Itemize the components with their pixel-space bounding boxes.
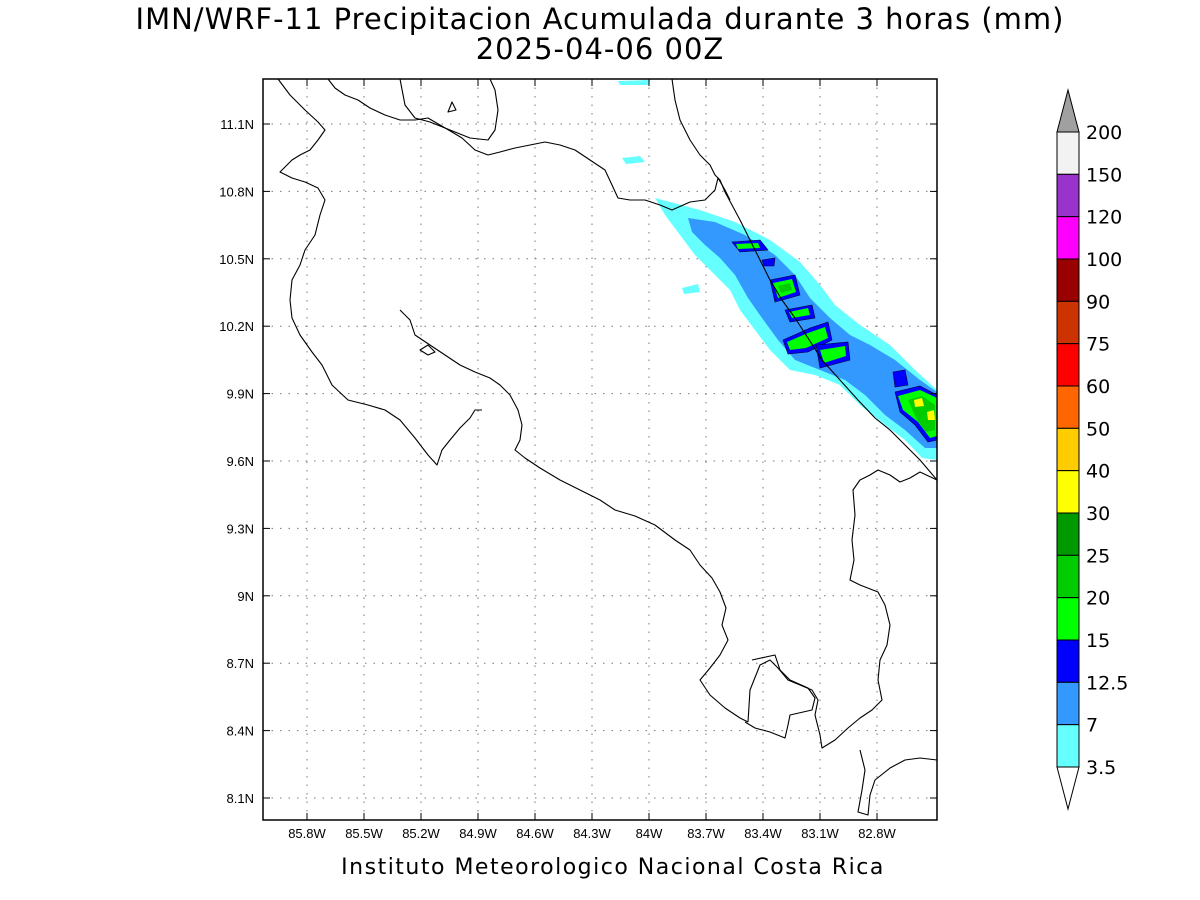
colorbar-label: 20	[1086, 588, 1110, 610]
costa-rica-panama-border	[724, 191, 938, 481]
colorbar-swatch	[1056, 597, 1080, 641]
colorbar: 3.5 7 12.5 15 20 25 30 40 50 60 75 90 100 120 150 200	[1056, 88, 1128, 811]
precip-heavy-cell	[892, 369, 909, 388]
burica-peninsula	[857, 749, 938, 816]
precip-light-spot	[622, 156, 645, 164]
longitude-tick-label: 84.9W	[459, 826, 497, 841]
colorbar-swatch	[1056, 300, 1080, 345]
latitude-tick-label: 10.5N	[219, 252, 254, 267]
coastlines	[277, 78, 938, 816]
latitude-tick-label: 9N	[237, 589, 254, 604]
colorbar-swatch	[1056, 258, 1080, 302]
precip-very-heavy-cell	[789, 308, 810, 318]
lagoon	[419, 344, 436, 356]
map-plot-area	[263, 79, 937, 820]
colorbar-swatch	[1056, 427, 1080, 472]
colorbar-swatch	[1056, 173, 1080, 218]
colorbar-swatch	[1056, 385, 1080, 429]
longitude-tick-label: 83.4W	[744, 826, 782, 841]
longitude-tick-label: 84W	[636, 826, 663, 841]
colorbar-swatch	[1056, 681, 1080, 726]
longitude-tick-label: 84.3W	[573, 826, 611, 841]
latitude-tick-label: 8.1N	[227, 791, 254, 806]
colorbar-label: 50	[1086, 418, 1110, 440]
precip-extreme-band	[914, 398, 935, 420]
colorbar-label: 100	[1086, 249, 1122, 271]
colorbar-label: 30	[1086, 503, 1110, 525]
axis-ticks: 85.8W 85.5W 85.2W 84.9W 84.6W 84.3W 84W 83.7W 83…	[219, 79, 937, 841]
colorbar-swatch	[1056, 131, 1080, 175]
colorbar-swatch	[1056, 512, 1080, 556]
colorbar-swatch	[1056, 724, 1080, 768]
footer-credit: Instituto Meteorologico Nacional Costa R…	[341, 855, 885, 880]
colorbar-label: 200	[1086, 122, 1122, 144]
colorbar-swatch	[1056, 470, 1080, 514]
colorbar-label: 75	[1086, 334, 1110, 356]
longitude-tick-label: 85.5W	[345, 826, 383, 841]
colorbar-swatch	[1056, 343, 1080, 387]
colorbar-label: 15	[1086, 630, 1110, 652]
precipitation-field	[618, 80, 938, 460]
precip-light-spot	[618, 80, 650, 85]
precip-extreme-cell	[914, 398, 924, 407]
map-frame	[262, 78, 938, 821]
colorbar-swatch	[1056, 639, 1080, 683]
colorbar-bottom-arrow	[1056, 766, 1080, 811]
latitude-tick-label: 10.2N	[219, 319, 254, 334]
colorbar-top-arrow	[1056, 88, 1080, 133]
colorbar-label: 90	[1086, 291, 1110, 313]
longitude-tick-label: 83.7W	[687, 826, 725, 841]
map-title: IMN/WRF-11 Precipitacion Acumulada duran…	[135, 2, 1065, 36]
precip-extreme-cell	[927, 410, 935, 420]
lake-nicaragua-shore	[327, 78, 731, 211]
nicoya-gulf-coast	[399, 309, 749, 723]
colorbar-label: 60	[1086, 376, 1110, 398]
colorbar-label: 40	[1086, 461, 1110, 483]
latitude-tick-label: 10.8N	[219, 184, 254, 199]
map-subtitle-date: 2025-04-06 00Z	[475, 32, 725, 66]
nicaragua-costa-rica-north-coast	[277, 78, 482, 466]
precip-very-heavy-cell	[787, 327, 828, 350]
colorbar-label: 120	[1086, 207, 1122, 229]
colorbar-swatch	[1056, 554, 1080, 599]
small-island	[447, 101, 457, 113]
caribbean-coast	[671, 78, 726, 193]
colorbar-label: 12.5	[1086, 672, 1128, 694]
colorbar-label: 25	[1086, 545, 1110, 567]
colorbar-swatch	[1056, 216, 1080, 260]
latitude-tick-label: 9.3N	[227, 521, 254, 536]
precip-very-heavy-cell	[736, 243, 760, 249]
golfo-dulce-coast	[744, 654, 816, 739]
precip-heavy-cell	[761, 257, 776, 267]
longitude-tick-label: 85.8W	[288, 826, 326, 841]
longitude-tick-label: 84.6W	[516, 826, 554, 841]
colorbar-label: 150	[1086, 164, 1122, 186]
precip-intense-cell	[778, 283, 792, 293]
longitude-tick-label: 82.8W	[858, 826, 896, 841]
latitude-tick-label: 8.7N	[227, 656, 254, 671]
latitude-tick-label: 8.4N	[227, 724, 254, 739]
precip-very-heavy-cell	[820, 346, 846, 363]
precip-light-spot	[682, 284, 700, 294]
longitude-tick-label: 85.2W	[402, 826, 440, 841]
lake-nicaragua-north	[399, 78, 499, 141]
longitude-tick-label: 83.1W	[801, 826, 839, 841]
colorbar-label: 3.5	[1086, 757, 1116, 779]
latitude-tick-label: 11.1N	[220, 117, 254, 132]
latitude-tick-label: 9.6N	[227, 454, 254, 469]
colorbar-label: 7	[1086, 715, 1098, 737]
latitude-tick-label: 9.9N	[227, 387, 254, 402]
